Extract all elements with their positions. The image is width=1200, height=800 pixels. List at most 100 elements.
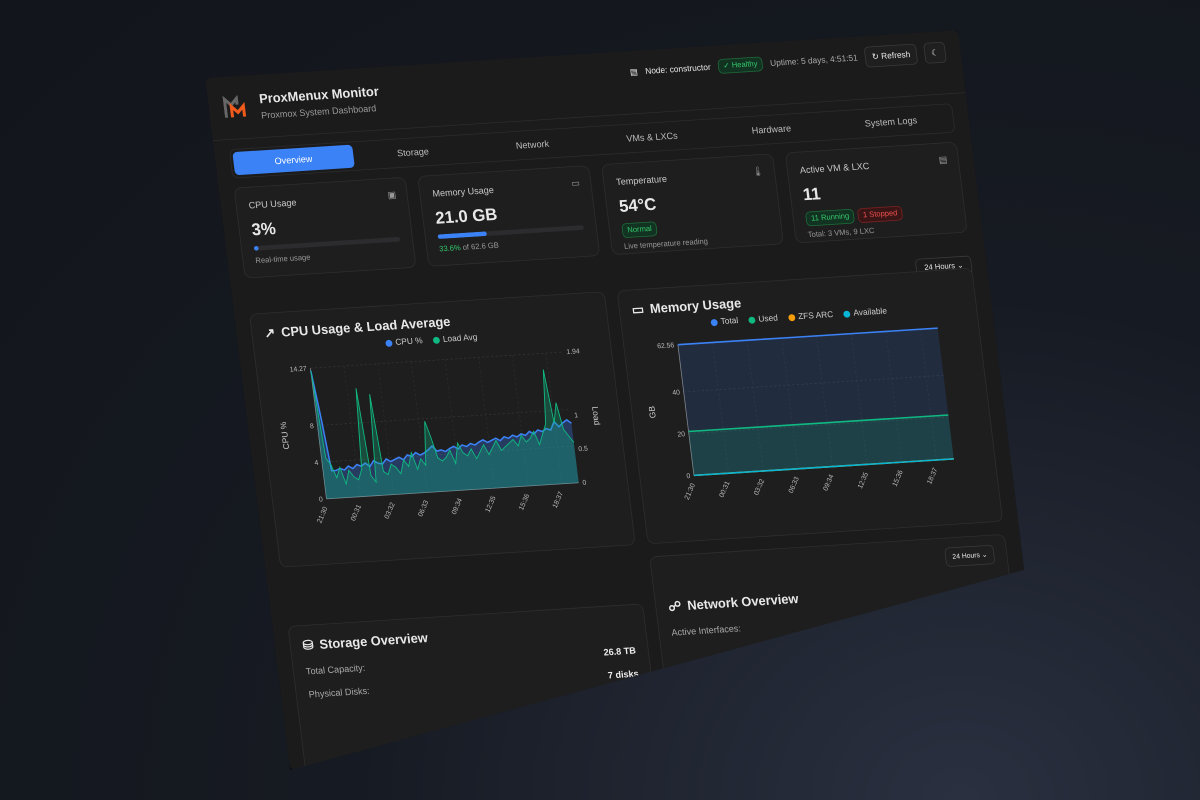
y-axis-label: GB (646, 405, 657, 418)
grid-line (546, 353, 562, 484)
uptime: Uptime: 5 days, 4:51:51 (769, 53, 859, 68)
series-area-0 (311, 355, 579, 499)
grid-line (411, 362, 427, 493)
x-tick-label: 18:37 (552, 491, 565, 510)
network-range-select[interactable]: 24 Hours ⌄ (944, 545, 995, 567)
tab-hardware[interactable]: Hardware (751, 122, 792, 137)
running-badge: 11 Running (805, 209, 855, 227)
memory-percent: 33.6% (438, 243, 462, 254)
y-axis (310, 368, 326, 499)
capacity-label: Total Capacity: (305, 662, 366, 677)
x-tick-label: 06:33 (788, 476, 801, 495)
y-tick-label: 8 (310, 423, 315, 430)
theme-toggle-button[interactable]: ☾ (923, 42, 947, 64)
x-tick-label: 00:31 (350, 504, 363, 523)
storage-overview-panel: ⛁ Storage Overview Total Capacity: 26.8 TB… (287, 603, 661, 770)
tab-vms-lxcs[interactable]: VMs & LXCs (625, 130, 679, 145)
refresh-button[interactable]: ↻ Refresh (864, 44, 918, 68)
x-tick-label: 03:32 (384, 501, 397, 520)
disks-label: Physical Disks: (308, 685, 371, 700)
memory-chart-title: Memory Usage (649, 295, 742, 317)
y-tick-label: 4 (314, 460, 319, 467)
y2-tick-label: 1 (574, 412, 579, 419)
x-tick-label: 09:34 (451, 497, 464, 516)
x-tick-label: 00:31 (719, 480, 732, 499)
memory-progress-fill (437, 231, 487, 239)
tab-system-logs[interactable]: System Logs (864, 114, 918, 129)
health-badge: ✓ Healthy (717, 56, 763, 73)
x-tick-label: 12:35 (485, 495, 498, 514)
grid-line (782, 338, 798, 469)
temperature-card: Temperature 🌡︎ 54°C Normal Live temperatu… (601, 153, 784, 255)
grid-line (713, 342, 729, 473)
tab-storage[interactable]: Storage (396, 145, 430, 159)
grid-line (886, 331, 902, 462)
server-icon: ▤ (938, 153, 948, 166)
grid-line (344, 366, 360, 497)
network-overview-panel: 24 Hours ⌄ ☍ Network Overview Active Inte… (649, 534, 1023, 710)
y-tick-label: 40 (672, 389, 681, 397)
storage-title: Storage Overview (318, 630, 429, 652)
series-line-0 (678, 328, 938, 345)
temperature-value: 54°C (617, 194, 658, 216)
grid-line (445, 360, 461, 491)
node-name: Node: constructor (644, 62, 712, 76)
x-tick-label: 03:32 (753, 478, 766, 497)
y-axis-label: CPU % (278, 421, 291, 450)
cpu-note: Real-time usage (255, 253, 311, 266)
cpu-card: CPU Usage ▣ 3% Real-time usage (234, 177, 417, 279)
memory-value: 21.0 GB (434, 204, 499, 228)
server-icon: ▤ (629, 67, 639, 78)
memory-icon: ▭ (631, 301, 645, 318)
y-tick-label: 20 (677, 431, 686, 439)
health-text: Healthy (731, 59, 758, 70)
y2-tick-label: 1.94 (566, 348, 580, 356)
y-axis (678, 345, 694, 476)
series-area-1 (689, 415, 954, 475)
cpu-chart-panel: ↗ CPU Usage & Load Average CPU % Load Avg … (249, 291, 636, 567)
trending-up-icon: ↗ (263, 325, 277, 341)
grid-line (378, 364, 394, 495)
series-line-0 (311, 355, 576, 472)
network-range-value: 24 Hours (951, 550, 981, 561)
grid-line (920, 329, 936, 460)
memory-chart-panel: ▭ Memory Usage Total Used ZFS ARC Available … (617, 268, 1004, 544)
dashboard-window: ProxMenux Monitor Proxmox System Dashboar… (205, 30, 1043, 770)
vm-lxc-card: Active VM & LXC ▤ 11 11 Running 1 Stopped… (785, 142, 968, 244)
series-line-1 (689, 415, 949, 432)
x-tick-label: 18:37 (926, 467, 939, 486)
stopped-badge: 1 Stopped (857, 206, 904, 223)
thermometer-icon: 🌡︎ (751, 165, 765, 178)
interfaces-value: 2 (992, 583, 1000, 595)
x-tick-label: 12:35 (857, 471, 870, 490)
tab-network[interactable]: Network (515, 138, 550, 152)
interfaces-label: Active Interfaces: (670, 622, 742, 639)
network-title: Network Overview (686, 591, 800, 613)
cpu-chart: 0 4 8 14.27 0 0.5 1 1.94 21:30 00:31 03:32 06:33 09:… (267, 335, 614, 548)
memory-chart: 0 20 40 62.56 21:30 00:31 03:32 06:33 09:34 12:35… (635, 311, 982, 524)
series-line-1 (311, 355, 577, 486)
memory-card: Memory Usage ▭ 21.0 GB 33.6% of 62.6 GB (417, 165, 600, 267)
grid-line (317, 409, 569, 425)
tab-overview[interactable]: Overview (232, 145, 354, 176)
grid-line (851, 334, 867, 465)
capacity-value: 26.8 TB (602, 645, 637, 658)
temperature-status: Normal (621, 221, 658, 238)
y2-tick-label: 0 (582, 480, 587, 487)
y2-axis-label: Load (590, 406, 602, 426)
temperature-label: Temperature (615, 173, 668, 188)
series-line-3 (694, 459, 954, 476)
x-axis (326, 483, 578, 499)
x-tick-label: 15:36 (892, 469, 905, 488)
grid-line (479, 357, 495, 488)
refresh-label: Refresh (880, 50, 911, 62)
x-tick-label: 21:30 (316, 506, 329, 525)
vm-lxc-label: Active VM & LXC (799, 160, 870, 176)
memory-icon: ▭ (570, 177, 581, 189)
x-tick-label: 21:30 (684, 482, 697, 501)
cpu-value: 3% (250, 218, 277, 240)
cpu-label: CPU Usage (248, 196, 298, 211)
y-tick-label: 0 (686, 473, 691, 480)
cpu-icon: ▣ (386, 189, 397, 201)
memory-label: Memory Usage (431, 184, 495, 200)
